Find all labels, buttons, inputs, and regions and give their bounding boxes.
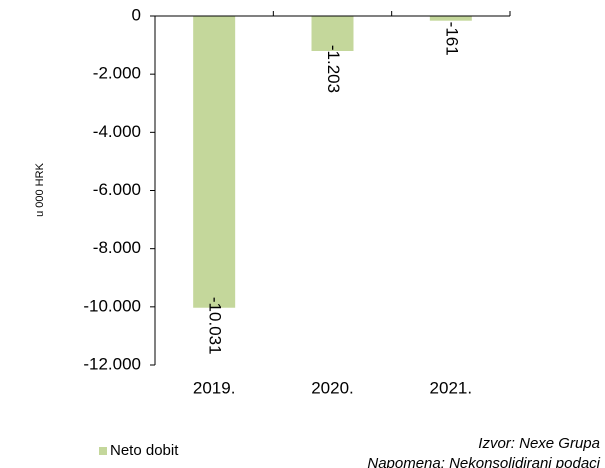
legend-label: Neto dobit	[110, 442, 179, 459]
value-label: -1.203	[324, 45, 343, 93]
y-tick-label: -12.000	[83, 354, 141, 373]
x-tick-label: 2020.	[311, 378, 354, 397]
y-tick-label: -4.000	[93, 122, 141, 141]
y-tick-label: 0	[132, 5, 141, 24]
source-note: Izvor: Nexe Grupa	[478, 435, 600, 452]
bar	[193, 16, 236, 308]
legend-swatch	[99, 447, 107, 455]
note: Napomena: Nekonsolidirani podaci	[367, 455, 600, 468]
x-tick-label: 2019.	[193, 378, 236, 397]
bar	[311, 16, 354, 51]
y-axis-label: u 000 HRK	[34, 162, 46, 216]
y-tick-label: -6.000	[93, 180, 141, 199]
y-tick-label: -2.000	[93, 64, 141, 83]
y-tick-label: -8.000	[93, 238, 141, 257]
value-label: -10.031	[206, 297, 225, 355]
value-label: -161	[442, 22, 461, 56]
bar	[429, 16, 472, 21]
x-tick-label: 2021.	[430, 378, 473, 397]
y-tick-label: -10.000	[83, 296, 141, 315]
